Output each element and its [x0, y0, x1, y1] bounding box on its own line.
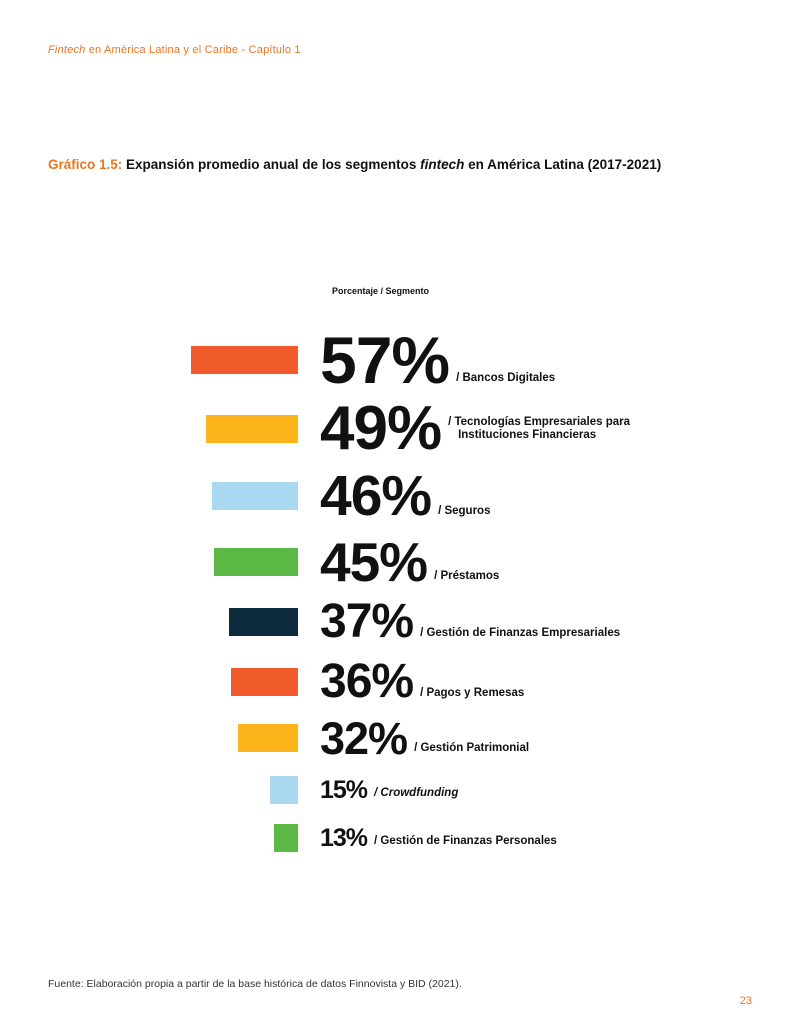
- segment-label: / Bancos Digitales: [456, 372, 555, 385]
- bar: [269, 776, 298, 804]
- value-label: 37%: [320, 595, 414, 648]
- bar: [238, 724, 298, 752]
- page-number: 23: [739, 995, 752, 1007]
- segment-label: / Gestión de Finanzas Empresariales: [420, 627, 620, 640]
- figure-title-italic: fintech: [420, 157, 465, 172]
- segment-label-line: / Gestión de Finanzas Empresariales: [420, 627, 621, 640]
- segment-label-line: / Tecnologías Empresariales para: [448, 416, 631, 428]
- segment-label: / Crowdfunding: [374, 787, 458, 800]
- value-label: 45%: [320, 530, 428, 593]
- bar: [191, 346, 298, 374]
- value-label: 46%: [320, 463, 432, 528]
- segment-label-line: / Préstamos: [434, 569, 500, 582]
- segment-label-line: / Seguros: [438, 504, 491, 517]
- bar: [230, 668, 298, 696]
- segment-label: / Tecnologías Empresariales para Instituc…: [448, 416, 630, 442]
- bar: [273, 824, 298, 852]
- value-label: 32%: [320, 712, 408, 764]
- bar: [213, 548, 298, 576]
- source-note: Fuente: Elaboración propia a partir de l…: [48, 978, 462, 990]
- segment-label: / Préstamos: [434, 570, 499, 583]
- segment-label-line: / Pagos y Remesas: [420, 687, 525, 700]
- running-header-italic: Fintech: [48, 44, 86, 56]
- value-label: 13%: [320, 823, 368, 852]
- figure-title: Gráfico 1.5: Expansión promedio anual de…: [48, 157, 661, 172]
- value-label: 57%: [320, 323, 450, 397]
- figure-title-part1: Expansión promedio anual de los segmento…: [122, 157, 421, 172]
- figure-title-part2: en América Latina (2017-2021): [464, 157, 662, 172]
- segment-label: / Seguros: [438, 505, 490, 518]
- running-header-text: en América Latina y el Caribe - Capítulo…: [85, 44, 301, 56]
- segment-label-line: / Gestión de Finanzas Personales: [374, 834, 557, 847]
- bar: [228, 608, 298, 636]
- value-label: 15%: [320, 775, 368, 804]
- segment-label-line: Instituciones Financieras: [458, 429, 597, 442]
- value-label: 49%: [320, 394, 442, 463]
- running-header: Fintech en América Latina y el Caribe - …: [48, 44, 301, 56]
- segment-label: / Pagos y Remesas: [420, 687, 524, 700]
- bar: [206, 415, 298, 443]
- segment-label-line: / Gestión Patrimonial: [414, 742, 530, 755]
- bar: [211, 482, 298, 510]
- segment-label: / Gestión de Finanzas Personales: [374, 835, 557, 848]
- column-header: Porcentaje / Segmento: [332, 286, 430, 296]
- segment-label: / Gestión Patrimonial: [414, 742, 529, 755]
- value-label: 36%: [320, 655, 414, 708]
- segment-label-line: / Bancos Digitales: [456, 372, 556, 385]
- figure-label: Gráfico 1.5:: [48, 157, 123, 172]
- segment-label-line: / Crowdfunding: [374, 786, 459, 799]
